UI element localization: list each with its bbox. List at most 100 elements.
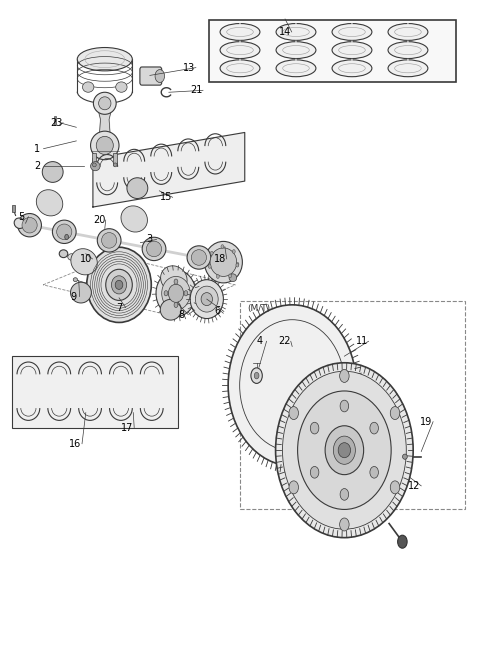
Circle shape <box>370 466 378 478</box>
Ellipse shape <box>332 60 372 77</box>
Bar <box>209 20 456 82</box>
Ellipse shape <box>97 229 121 252</box>
Text: 4: 4 <box>257 336 263 346</box>
Text: 2: 2 <box>34 161 40 171</box>
Ellipse shape <box>22 217 37 233</box>
Ellipse shape <box>388 60 428 77</box>
Bar <box>113 153 117 165</box>
Ellipse shape <box>93 163 96 167</box>
Ellipse shape <box>102 233 117 248</box>
Polygon shape <box>98 110 111 139</box>
Ellipse shape <box>192 250 206 266</box>
Ellipse shape <box>96 136 113 154</box>
Circle shape <box>228 274 231 278</box>
Ellipse shape <box>210 248 237 277</box>
Ellipse shape <box>334 436 355 464</box>
Ellipse shape <box>201 292 213 305</box>
Circle shape <box>208 264 211 268</box>
Circle shape <box>236 262 239 266</box>
Ellipse shape <box>127 178 148 199</box>
Ellipse shape <box>276 60 316 77</box>
Text: 16: 16 <box>69 439 82 449</box>
Ellipse shape <box>332 42 372 59</box>
Circle shape <box>216 275 219 279</box>
Bar <box>240 301 466 509</box>
Ellipse shape <box>276 24 316 41</box>
Text: 1: 1 <box>34 144 40 154</box>
Circle shape <box>251 368 262 383</box>
Ellipse shape <box>229 274 237 282</box>
Ellipse shape <box>142 237 166 260</box>
Ellipse shape <box>36 190 63 216</box>
Ellipse shape <box>276 42 316 59</box>
Circle shape <box>232 250 235 254</box>
Circle shape <box>254 372 259 379</box>
Ellipse shape <box>388 24 428 41</box>
Ellipse shape <box>325 426 364 475</box>
Ellipse shape <box>332 24 372 41</box>
Text: 20: 20 <box>93 215 105 225</box>
Ellipse shape <box>77 48 132 71</box>
Ellipse shape <box>220 60 260 77</box>
Circle shape <box>370 422 378 434</box>
Ellipse shape <box>113 163 117 167</box>
Ellipse shape <box>68 254 75 260</box>
Text: 12: 12 <box>408 481 421 491</box>
Ellipse shape <box>57 224 72 239</box>
Ellipse shape <box>220 42 260 59</box>
Text: 6: 6 <box>214 307 220 317</box>
Text: 18: 18 <box>214 254 226 264</box>
Ellipse shape <box>111 276 127 294</box>
Ellipse shape <box>403 454 408 459</box>
Ellipse shape <box>91 131 119 160</box>
Text: 9: 9 <box>70 292 76 301</box>
Ellipse shape <box>298 391 391 509</box>
Ellipse shape <box>156 270 196 317</box>
Circle shape <box>390 407 400 420</box>
Text: 3: 3 <box>147 235 153 245</box>
Ellipse shape <box>83 82 94 92</box>
Text: 7: 7 <box>116 303 122 313</box>
Ellipse shape <box>71 249 97 275</box>
Ellipse shape <box>115 281 123 289</box>
Ellipse shape <box>161 266 187 292</box>
Ellipse shape <box>42 162 63 182</box>
Ellipse shape <box>195 286 218 312</box>
Circle shape <box>174 279 178 284</box>
Ellipse shape <box>162 277 190 310</box>
Bar <box>54 116 56 126</box>
Polygon shape <box>93 133 245 207</box>
Circle shape <box>184 290 188 296</box>
Circle shape <box>310 422 319 434</box>
Ellipse shape <box>106 269 132 300</box>
Ellipse shape <box>98 97 111 110</box>
Text: 8: 8 <box>179 310 185 320</box>
Ellipse shape <box>168 284 183 302</box>
Bar <box>93 153 96 165</box>
Text: 14: 14 <box>279 27 291 37</box>
Ellipse shape <box>282 371 406 529</box>
Ellipse shape <box>91 162 100 171</box>
Circle shape <box>236 263 239 267</box>
Ellipse shape <box>121 206 147 232</box>
Text: 17: 17 <box>121 422 134 432</box>
Ellipse shape <box>52 220 76 243</box>
Ellipse shape <box>338 443 350 458</box>
Circle shape <box>340 518 349 531</box>
Circle shape <box>340 489 348 500</box>
Circle shape <box>340 400 348 412</box>
Bar <box>12 356 179 428</box>
Ellipse shape <box>146 241 162 257</box>
Ellipse shape <box>228 305 356 466</box>
Ellipse shape <box>155 69 165 82</box>
Ellipse shape <box>190 280 223 318</box>
Ellipse shape <box>204 241 242 283</box>
Circle shape <box>390 481 400 494</box>
Ellipse shape <box>160 300 181 320</box>
Circle shape <box>174 302 178 307</box>
Ellipse shape <box>14 218 24 228</box>
Text: 13: 13 <box>183 63 195 73</box>
Ellipse shape <box>220 24 260 41</box>
Circle shape <box>310 466 319 478</box>
Text: 10: 10 <box>80 254 92 264</box>
